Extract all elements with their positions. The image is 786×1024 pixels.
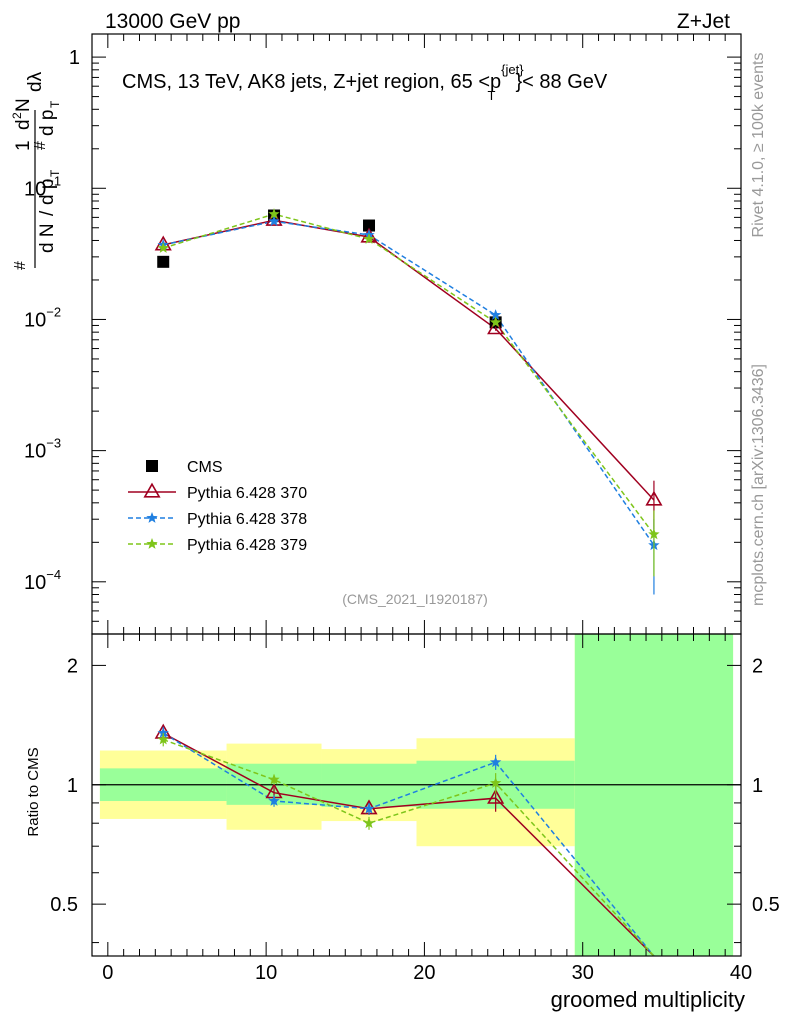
legend-marker [146,538,158,549]
header-left: 13000 GeV pp [105,10,240,33]
x-tick-label: 20 [413,962,435,984]
ratio-data-point [489,756,502,768]
legend-marker [146,460,158,472]
ratio-y-tick-label-right: 0.5 [752,894,780,916]
ylabel-dN: d N [37,223,58,253]
axes-frames [91,33,742,957]
ylabel-dpT2: d p [37,110,58,136]
x-tick-label: 40 [730,962,752,984]
ratio-y-tick-label-left: 2 [67,655,78,677]
main-title: CMS, 13 TeV, AK8 jets, Z+jet region, 65 … [122,62,608,103]
rivet-version-label: Rivet 4.1.0, ≥ 100k events [750,53,767,238]
analysis-watermark: (CMS_2021_I1920187) [342,591,488,607]
data-point [489,316,502,328]
legend-label: Pythia 6.428 370 [187,485,307,502]
uncertainty-band-green [574,634,734,956]
title-end: }< 88 GeV [516,71,608,93]
data-point [265,210,283,226]
legend: CMS Pythia 6.428 370 Pythia 6.428 378 Pythi… [128,459,307,554]
x-tick-label: 0 [102,962,113,984]
legend-marker [146,512,158,523]
data-point [268,208,280,219]
ratio-series-line-2 [162,738,655,956]
y-tick-label-exp: −2 [46,304,61,319]
ratio-data-point [268,773,280,785]
ratio-data-point [363,817,375,829]
title-main: CMS, 13 TeV, AK8 jets, Z+jet region, 65 … [122,71,501,93]
ratio-data-point [489,777,502,788]
mcplots-label: mcplots.cern.ch [arXiv:1306.3436] [750,364,767,606]
data-point [157,242,169,253]
ylabel-dlambda: dλ [25,71,46,92]
ylabel-sup-2: 2 [10,112,24,119]
ylabel-hash-2: # [32,141,49,150]
ylabel-hash-1: # [12,261,29,270]
y-tick-label: 10−3 [24,436,61,463]
y-tick-label-base: 10 [24,178,46,200]
series-line-1 [163,219,655,501]
x-tick-label: 30 [572,962,594,984]
ylabel-slash: / [37,210,58,216]
ratio-y-tick-label-right: 2 [752,655,763,677]
x-axis-label: groomed multiplicity [551,987,745,1012]
y-tick-label: 10−4 [24,567,61,594]
legend-label: Pythia 6.428 378 [187,511,307,528]
y-tick-label: 10−1 [24,173,61,200]
data-point [157,255,170,268]
y-tick-label: 10−2 [24,304,61,331]
ratio-data-point [157,727,169,738]
data-point [648,528,660,540]
ylabel-d2: d [13,119,34,130]
data-point [487,319,505,335]
ratio-uncertainty-bands [92,634,741,956]
ylabel-one: 1 [13,140,34,151]
main-ylabel: 1 # d N / d p T # d 2 N d p T dλ [10,71,62,270]
y-tick-label-exp: −3 [46,436,61,451]
header-right: Z+Jet [677,10,730,33]
x-tick-label: 10 [255,962,277,984]
data-point [645,490,663,506]
main-series-markers [154,208,663,595]
ratio-series-markers [154,723,505,830]
title-sub: T [488,88,496,103]
legend-label: Pythia 6.428 379 [187,537,307,554]
ratio-frame [91,633,742,957]
ratio-y-tick-label-left: 1 [67,775,78,797]
y-tick-label-base: 10 [24,572,46,594]
y-tick-label: 1 [69,47,80,69]
legend-label: CMS [187,459,223,476]
data-point [363,219,376,232]
data-point [360,227,378,243]
main-y-tick-labels: 110−110−210−310−4 [24,47,80,594]
ratio-data-point [268,795,280,806]
title-sup: {jet} [501,62,524,77]
legend-marker [143,482,161,498]
y-tick-label-base: 10 [24,441,46,463]
ratio-y-tick-labels: 0.5 0.5 1 1 2 2 [50,655,780,916]
y-tick-label-base: 10 [24,309,46,331]
x-tick-labels: 0 10 20 30 40 [102,962,752,984]
ratio-ylabel: Ratio to CMS [25,747,42,836]
y-tick-label-exp: −1 [46,173,61,188]
data-point [268,215,280,227]
ratio-data-point [157,733,169,745]
ratio-data-point [487,788,505,804]
ylabel-sub-T1: T [48,169,62,177]
data-point [489,309,502,320]
ylabel-N: N [13,98,34,112]
ratio-data-point [363,802,375,814]
ratio-y-tick-label-left: 0.5 [50,894,78,916]
ylabel-sub-T2: T [48,100,62,108]
ratio-y-tick-label-right: 1 [752,775,763,797]
y-tick-label-exp: −4 [46,567,61,582]
ylabel-dpT: d p [37,179,58,205]
data-point [363,233,375,244]
